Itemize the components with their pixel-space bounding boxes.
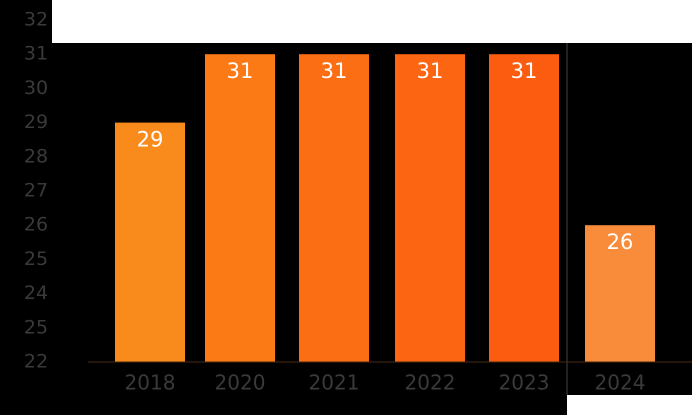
x-tick-label: 2024	[595, 371, 646, 395]
y-tick-label: 28	[24, 145, 48, 167]
value-label: 26	[607, 230, 634, 254]
value-label: 31	[417, 59, 444, 83]
y-tick-label: 26	[24, 214, 48, 236]
bar	[489, 54, 559, 362]
y-tick-label: 30	[24, 77, 48, 99]
y-tick-label: 29	[24, 111, 48, 133]
x-tick-label: 2020	[215, 371, 266, 395]
x-tick-label: 2023	[499, 371, 550, 395]
value-label: 31	[511, 59, 538, 83]
y-tick-label: 24	[24, 282, 48, 304]
bar	[115, 122, 185, 362]
x-tick-label: 2018	[125, 371, 176, 395]
value-label: 31	[321, 59, 348, 83]
bar	[395, 54, 465, 362]
value-label: 29	[137, 128, 164, 152]
bar	[205, 54, 275, 362]
y-tick-label: 25	[24, 316, 48, 338]
y-tick-label: 32	[24, 9, 48, 31]
corner-panel	[567, 395, 692, 415]
y-tick-label: 22	[24, 351, 48, 373]
y-tick-label: 31	[24, 43, 48, 65]
title-panel	[52, 0, 692, 43]
bar	[585, 225, 655, 362]
y-tick-label: 27	[24, 180, 48, 202]
bar	[299, 54, 369, 362]
y-tick-label: 25	[24, 248, 48, 270]
x-tick-label: 2021	[309, 371, 360, 395]
value-label: 31	[227, 59, 254, 83]
x-tick-label: 2022	[405, 371, 456, 395]
